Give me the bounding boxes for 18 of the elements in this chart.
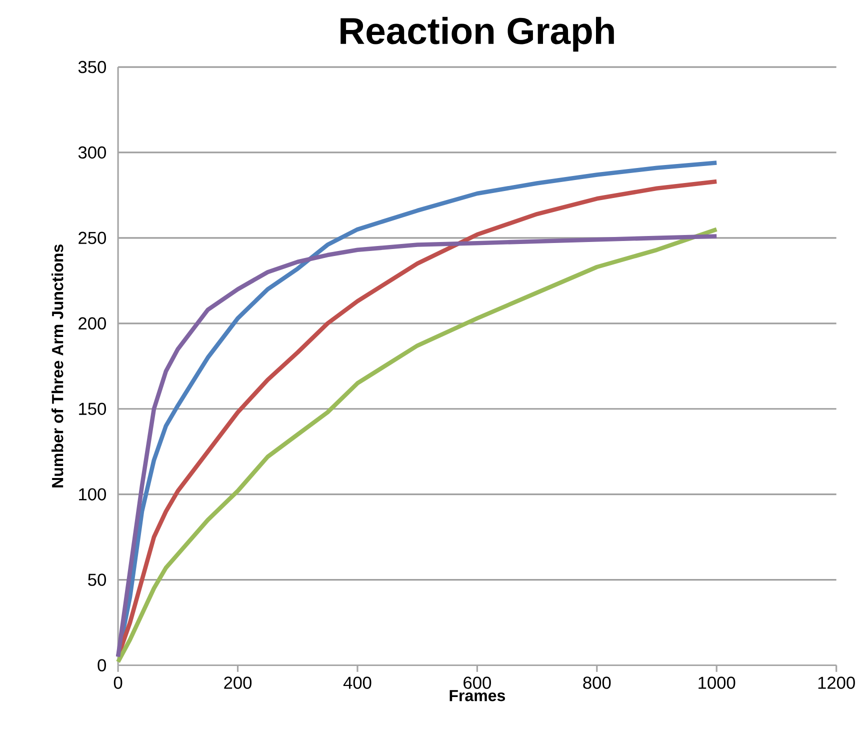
y-tick-label: 50 xyxy=(88,574,106,586)
x-tick-label: 1000 xyxy=(698,676,736,689)
y-tick-label: 100 xyxy=(79,488,106,500)
x-tick-label: 0 xyxy=(114,676,122,689)
y-tick-label: 300 xyxy=(78,146,106,158)
y-tick-label: 150 xyxy=(79,402,106,415)
x-tick-label: 600 xyxy=(464,676,491,689)
x-tick-label: 800 xyxy=(583,676,611,689)
y-tick-label: 200 xyxy=(78,317,106,330)
x-tick-label: 400 xyxy=(343,676,372,689)
x-axis-title: Frames xyxy=(450,690,505,702)
y-tick-label: 0 xyxy=(98,658,106,672)
chart-title: Reaction Graph xyxy=(340,16,614,52)
x-tick-label: 1200 xyxy=(818,676,855,689)
y-tick-label: 250 xyxy=(78,232,106,244)
y-axis-title: Number of Three Arm Junctions xyxy=(51,244,64,488)
x-tick-label: 200 xyxy=(224,676,252,689)
y-tick-label: 350 xyxy=(78,60,106,74)
